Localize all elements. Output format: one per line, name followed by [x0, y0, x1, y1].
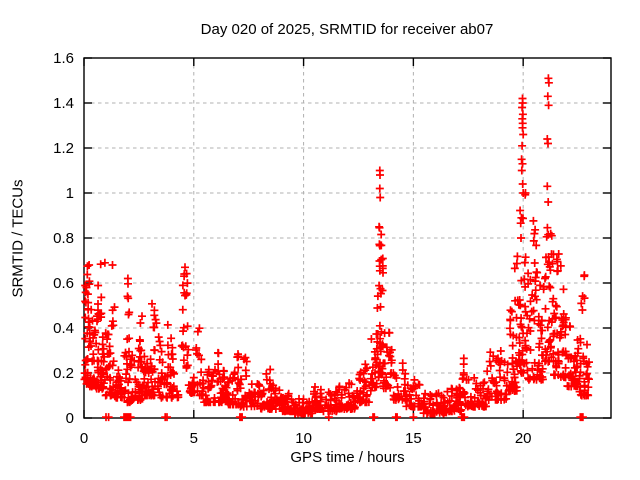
scatter-points [80, 74, 593, 422]
axis-tick-labels: 0 0.2 0.4 0.6 0.8 1 1.2 1.4 1.6 0 5 10 15 20 [53, 50, 531, 447]
y-tick-label: 0.6 [53, 275, 74, 292]
y-axis-label: SRMTID / TECUs [9, 179, 27, 298]
y-tick-label: 1 [66, 185, 74, 202]
x-axis-label: GPS time / hours [290, 449, 405, 466]
chart-title-text: Day 020 of 2025, SRMTID for receiver ab0… [200, 21, 494, 38]
chart-title: Day 020 of 2025, SRMTID for receiver ab0… [0, 21, 640, 38]
y-tick-label: 0.8 [53, 230, 74, 247]
y-tick-label: 0.2 [53, 365, 74, 382]
x-tick-label: 0 [80, 430, 88, 447]
y-tick-label: 1.6 [53, 50, 74, 67]
y-tick-label: 1.4 [53, 95, 74, 112]
x-tick-label: 20 [515, 430, 532, 447]
x-tick-label: 10 [295, 430, 312, 447]
y-tick-label: 1.2 [53, 140, 74, 157]
y-tick-label: 0 [66, 410, 74, 427]
y-tick-label: 0.4 [53, 320, 74, 337]
x-tick-label: 5 [190, 430, 198, 447]
x-tick-label: 15 [405, 430, 422, 447]
plot-border [83, 57, 612, 419]
